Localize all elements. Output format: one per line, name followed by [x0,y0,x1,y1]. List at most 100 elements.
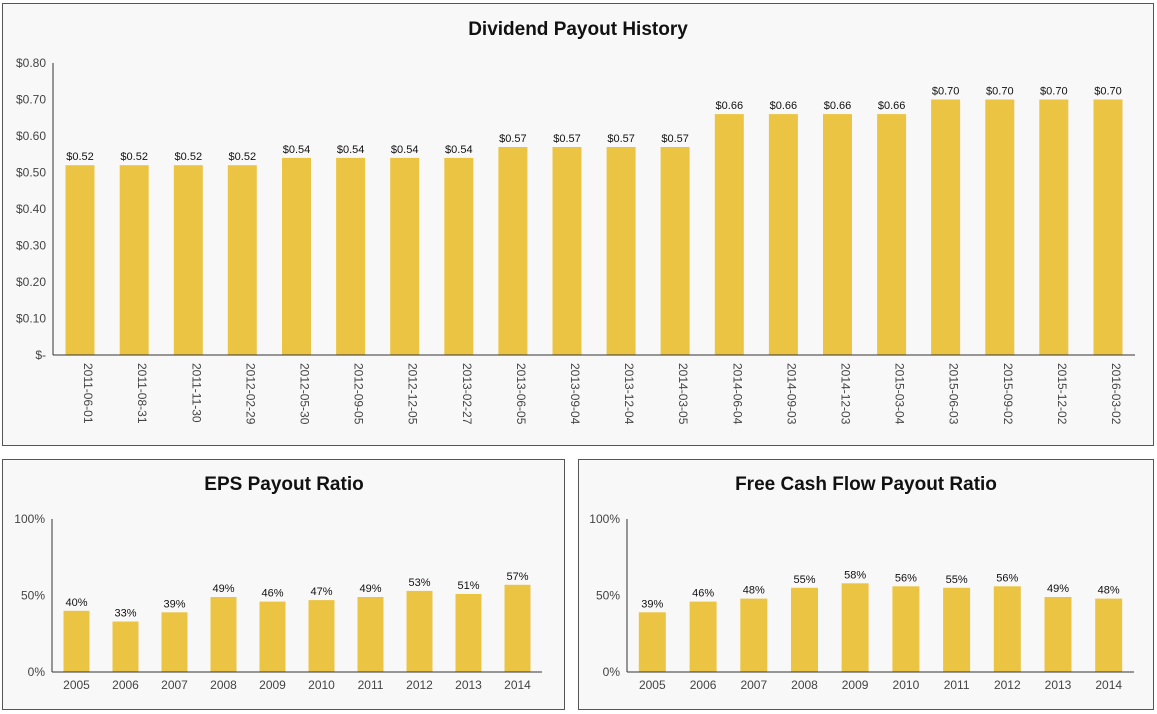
chart-title: Free Cash Flow Payout Ratio [735,474,997,495]
dividend-chart-panel: Dividend Payout History $0.52 2011-06-01 $… [2,3,1154,446]
bar [1044,597,1072,672]
dividend-chart: Dividend Payout History $0.52 2011-06-01 $… [16,19,1135,425]
bar [1093,99,1123,355]
data-label: $0.54 [337,144,365,156]
bar [112,621,139,672]
bar [1039,99,1069,355]
x-tick-label: 2010 [893,678,920,692]
data-label: $0.70 [1094,86,1122,98]
bar [714,114,744,355]
bar [552,147,582,355]
x-tick-label: 2006 [112,678,139,692]
x-tick-label: 2014 [1095,678,1122,692]
y-tick-label: 50% [596,589,620,603]
x-tick-label: 2014-03-05 [676,363,690,425]
bar [65,165,95,355]
bar [504,584,531,672]
x-tick-label: 2012-05-30 [298,363,312,425]
x-tick-label: 2014-06-04 [730,363,744,425]
data-label: 47% [310,586,332,598]
x-tick-label: 2011-06-01 [81,363,95,424]
data-label: 49% [359,583,381,595]
bar [660,147,690,355]
data-label: $0.52 [229,151,257,163]
bar [357,597,384,672]
y-tick-label: 50% [21,589,45,603]
bar [841,583,869,672]
eps-chart: EPS Payout Ratio 40% 2005 33% 2006 39% 2007 49… [14,474,542,692]
x-tick-label: 2013 [1045,678,1072,692]
x-tick-label: 2011-08-31 [135,363,149,424]
data-label: $0.54 [283,144,311,156]
data-label: $0.70 [1040,86,1068,98]
y-tick-label: $0.30 [16,239,46,253]
x-tick-label: 2014-12-03 [839,363,853,425]
bar [259,601,286,672]
data-label: 58% [844,569,866,581]
y-tick-label: $0.70 [16,93,46,107]
bar [1095,598,1123,672]
data-label: 53% [408,577,430,589]
bar [740,598,768,672]
x-tick-label: 2007 [161,678,188,692]
y-tick-label: $0.10 [16,312,46,326]
y-tick-label: 100% [589,512,620,526]
data-label: 49% [212,583,234,595]
bar [638,612,666,672]
data-label: 39% [641,598,663,610]
bar [823,114,852,355]
x-tick-label: 2010 [308,678,335,692]
x-tick-label: 2013-02-27 [460,363,474,425]
data-label: $0.57 [499,133,527,145]
bar [943,587,971,672]
chart-title: Dividend Payout History [468,19,688,40]
data-label: 56% [895,572,917,584]
x-tick-label: 2006 [690,678,717,692]
data-label: 46% [692,588,714,600]
data-label: $0.66 [824,100,852,112]
data-label: 39% [163,598,185,610]
bar [406,590,433,672]
x-tick-label: 2005 [639,678,666,692]
x-tick-label: 2015-12-02 [1055,363,1069,425]
y-tick-label: $0.60 [16,129,46,143]
data-label: $0.70 [932,86,960,98]
data-label: $0.70 [986,86,1014,98]
fcf-chart-panel: Free Cash Flow Payout Ratio 39% 2005 46% 20… [578,459,1154,710]
data-label: $0.66 [770,100,798,112]
data-label: 48% [743,585,765,597]
bar [390,157,420,355]
y-tick-label: $- [35,348,46,362]
data-label: $0.66 [878,100,906,112]
x-tick-label: 2012 [994,678,1021,692]
bar [689,601,717,672]
data-label: 55% [946,574,968,586]
bar [282,157,311,355]
fcf-chart: Free Cash Flow Payout Ratio 39% 2005 46% 20… [589,474,1134,692]
bar [210,597,237,672]
bar [336,157,366,355]
x-tick-label: 2013 [455,678,482,692]
bar [931,99,961,355]
data-label: 40% [65,597,87,609]
bar [444,157,474,355]
x-tick-label: 2012-09-05 [352,363,366,425]
bar [161,612,188,672]
data-label: $0.57 [553,133,581,145]
data-label: 51% [457,580,479,592]
bar [892,586,920,672]
y-tick-label: $0.50 [16,166,46,180]
bar [308,600,335,672]
x-tick-label: 2005 [63,678,90,692]
x-tick-label: 2012 [406,678,433,692]
data-label: 46% [261,588,283,600]
y-tick-label: 0% [603,665,621,679]
y-tick-label: 100% [14,512,45,526]
bar [227,165,257,355]
bar [768,114,798,355]
data-label: 33% [114,608,136,620]
x-tick-label: 2013-12-04 [622,363,636,425]
x-tick-label: 2009 [259,678,286,692]
data-label: 57% [506,571,528,583]
data-label: $0.52 [175,151,203,163]
